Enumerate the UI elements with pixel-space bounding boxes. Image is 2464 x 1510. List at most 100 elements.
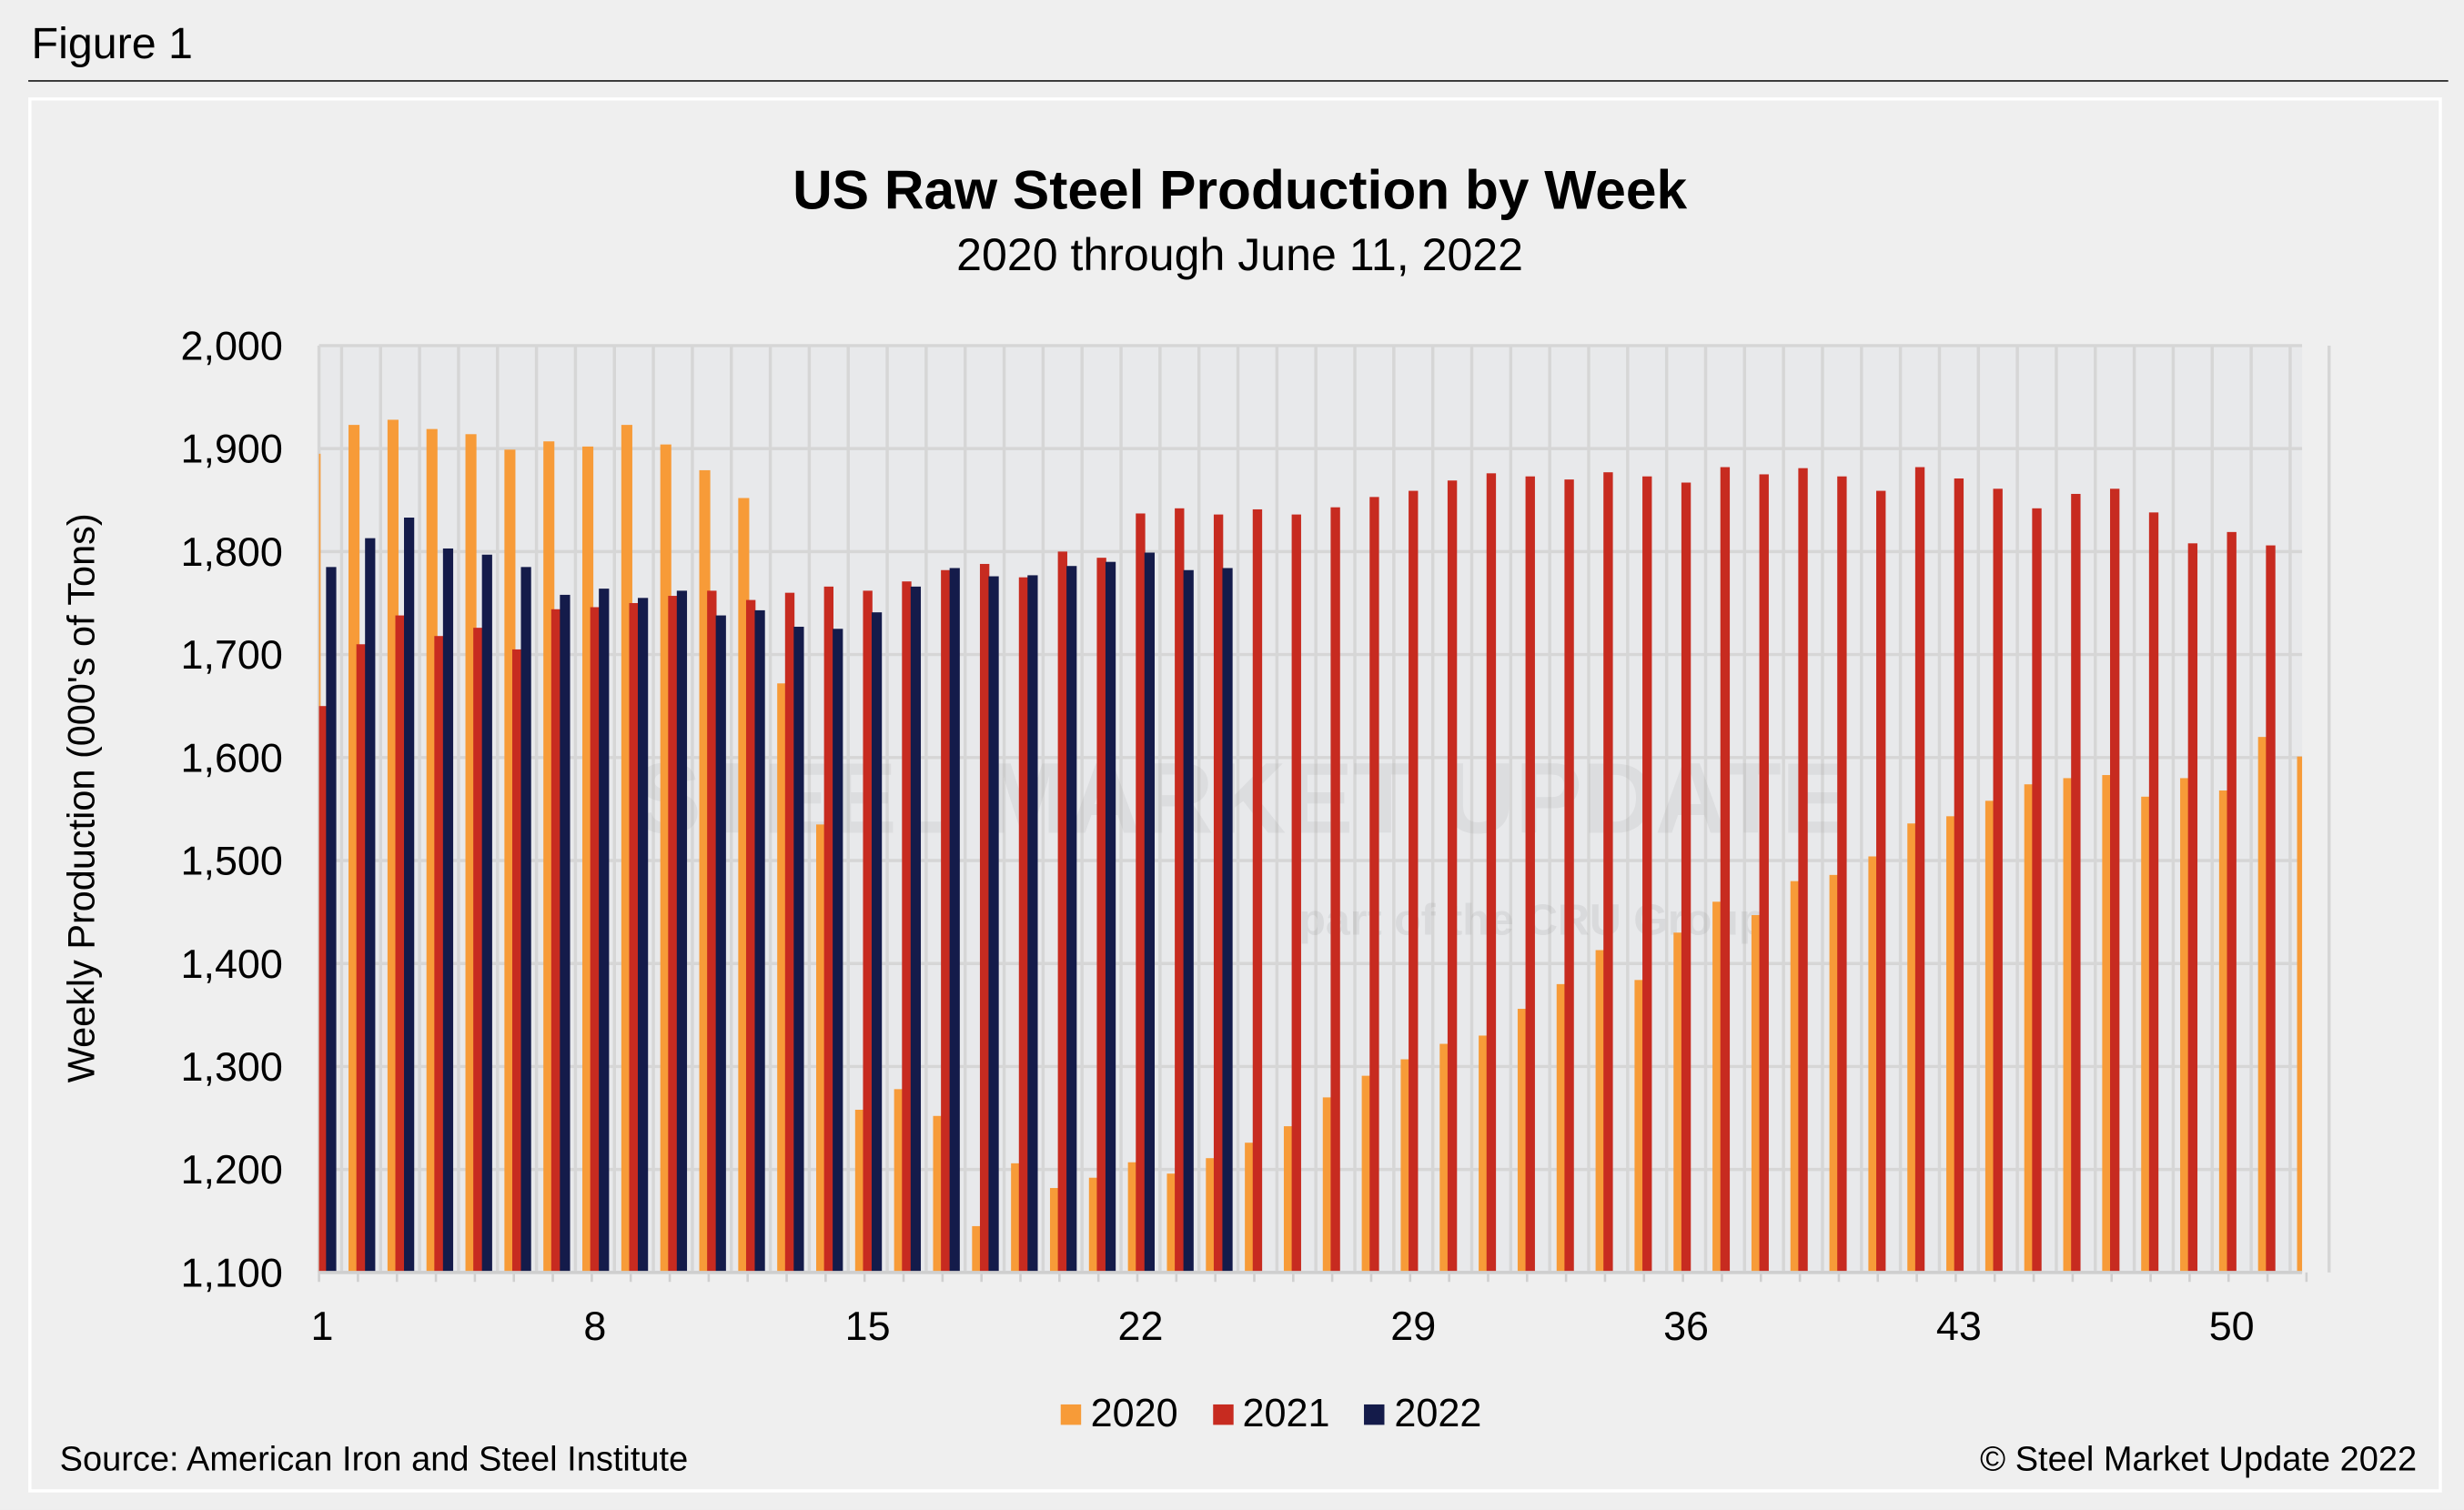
y-tick-label: 1,600: [181, 734, 283, 780]
y-tick-label: 1,100: [181, 1249, 283, 1295]
y-tick-label: 1,800: [181, 528, 283, 575]
bar-2022-week-6: [520, 567, 531, 1273]
legend-label: 2021: [1242, 1392, 1330, 1436]
bar-2021-week-24: [1213, 514, 1224, 1273]
x-tick-label: 1: [311, 1303, 334, 1349]
bar-2021-week-52: [2305, 549, 2314, 1273]
copyright-note: © Steel Market Update 2022: [1980, 1438, 2418, 1479]
bar-2022-week-17: [949, 568, 960, 1273]
bar-2022-week-9: [637, 598, 649, 1273]
x-tick-label: 29: [1390, 1303, 1436, 1349]
bar-2021-week-44: [1993, 488, 2003, 1273]
bar-2021-week-49: [2187, 543, 2198, 1273]
legend-swatch: [1212, 1404, 1234, 1425]
bar-2021-week-20: [1057, 551, 1067, 1273]
chart-title: US Raw Steel Production by Week: [793, 160, 1688, 222]
legend-swatch: [1060, 1404, 1082, 1425]
y-tick-label: 2,000: [181, 322, 283, 368]
bar-2022-week-21: [1105, 561, 1116, 1273]
bar-2022-week-20: [1066, 566, 1077, 1273]
bar-2022-week-14: [833, 629, 843, 1273]
x-tick-label: 15: [845, 1303, 891, 1349]
x-tick-label: 50: [2209, 1303, 2255, 1349]
bar-2022-week-4: [442, 548, 454, 1273]
bar-2021-week-37: [1720, 467, 1731, 1273]
bar-2021-week-27: [1330, 507, 1340, 1273]
bar-2022-week-22: [1144, 552, 1155, 1273]
bar-2020-week-52: [2297, 756, 2303, 1273]
y-tick-label: 1,400: [181, 941, 283, 987]
bar-2021-week-25: [1252, 508, 1263, 1273]
bar-2021-week-41: [1876, 490, 1886, 1273]
bar-2021-week-11: [707, 590, 717, 1273]
bar-2021-week-15: [863, 590, 873, 1273]
legend-item-2020: 2020: [1060, 1392, 1178, 1437]
bar-2021-week-38: [1759, 474, 1769, 1273]
plot-area: [318, 345, 2303, 1273]
bar-2022-week-16: [910, 586, 922, 1273]
x-tick-label: 8: [583, 1303, 606, 1349]
bars: [318, 419, 2314, 1273]
bar-2021-week-12: [745, 599, 756, 1273]
legend-label: 2020: [1090, 1392, 1178, 1436]
bar-2021-week-1: [318, 706, 328, 1273]
bar-2022-week-7: [560, 594, 571, 1273]
bar-2021-week-45: [2032, 508, 2042, 1273]
figure-label: Figure 1: [31, 18, 193, 68]
bar-2022-week-13: [793, 627, 804, 1273]
legend: 2020 2021 2022: [0, 1392, 2464, 1437]
bar-2021-week-22: [1136, 513, 1146, 1273]
bar-2021-week-43: [1954, 478, 1964, 1273]
divider: [28, 80, 2449, 82]
bar-2022-week-2: [365, 538, 376, 1273]
bar-2022-week-12: [754, 609, 765, 1273]
y-tick-label: 1,200: [181, 1146, 283, 1193]
bar-2021-week-35: [1642, 476, 1652, 1273]
bar-2021-week-23: [1175, 508, 1185, 1273]
bar-2022-week-18: [988, 576, 999, 1273]
bar-2022-week-8: [599, 589, 610, 1273]
y-tick-label: 1,900: [181, 426, 283, 472]
bar-2021-week-30: [1447, 480, 1458, 1273]
bar-2022-week-10: [676, 590, 688, 1273]
bar-2021-week-4: [434, 636, 444, 1273]
bar-2022-week-1: [326, 567, 337, 1273]
bar-2022-week-15: [871, 612, 883, 1273]
x-tick-label: 36: [1663, 1303, 1709, 1349]
bar-2021-week-32: [1525, 476, 1535, 1273]
y-tick-label: 1,500: [181, 838, 283, 884]
legend-swatch: [1364, 1404, 1386, 1425]
bar-2021-week-7: [550, 609, 561, 1273]
y-tick-label: 1,700: [181, 631, 283, 678]
bar-2021-week-26: [1291, 514, 1301, 1273]
bar-2021-week-48: [2148, 512, 2159, 1273]
bar-2021-week-13: [784, 592, 795, 1273]
bar-2021-week-17: [941, 569, 951, 1273]
bar-2021-week-28: [1369, 497, 1379, 1273]
bar-2022-week-24: [1222, 568, 1233, 1273]
legend-item-2022: 2022: [1364, 1392, 1482, 1437]
x-tick-label: 43: [1936, 1303, 1982, 1349]
bar-2021-week-6: [512, 649, 522, 1273]
bar-2022-week-5: [481, 554, 492, 1273]
bar-2021-week-8: [590, 607, 601, 1273]
x-tick-label: 22: [1117, 1303, 1163, 1349]
bar-2021-week-16: [902, 581, 912, 1273]
bar-2021-week-42: [1914, 467, 1925, 1273]
chart-panel: [28, 97, 2442, 1493]
bar-2021-week-3: [395, 615, 405, 1273]
bar-2021-week-31: [1486, 473, 1497, 1273]
bar-2021-week-36: [1681, 482, 1691, 1273]
y-tick-label: 1,300: [181, 1043, 283, 1090]
chart-subtitle: 2020 through June 11, 2022: [956, 230, 1524, 282]
bar-2021-week-29: [1409, 490, 1419, 1273]
bar-2021-week-10: [668, 596, 678, 1273]
bar-2021-week-2: [356, 644, 367, 1273]
bar-2021-week-9: [629, 602, 639, 1273]
bar-2022-week-3: [404, 518, 415, 1273]
bar-2021-week-21: [1096, 558, 1106, 1273]
legend-label: 2022: [1394, 1392, 1482, 1436]
bar-2022-week-23: [1183, 569, 1194, 1273]
